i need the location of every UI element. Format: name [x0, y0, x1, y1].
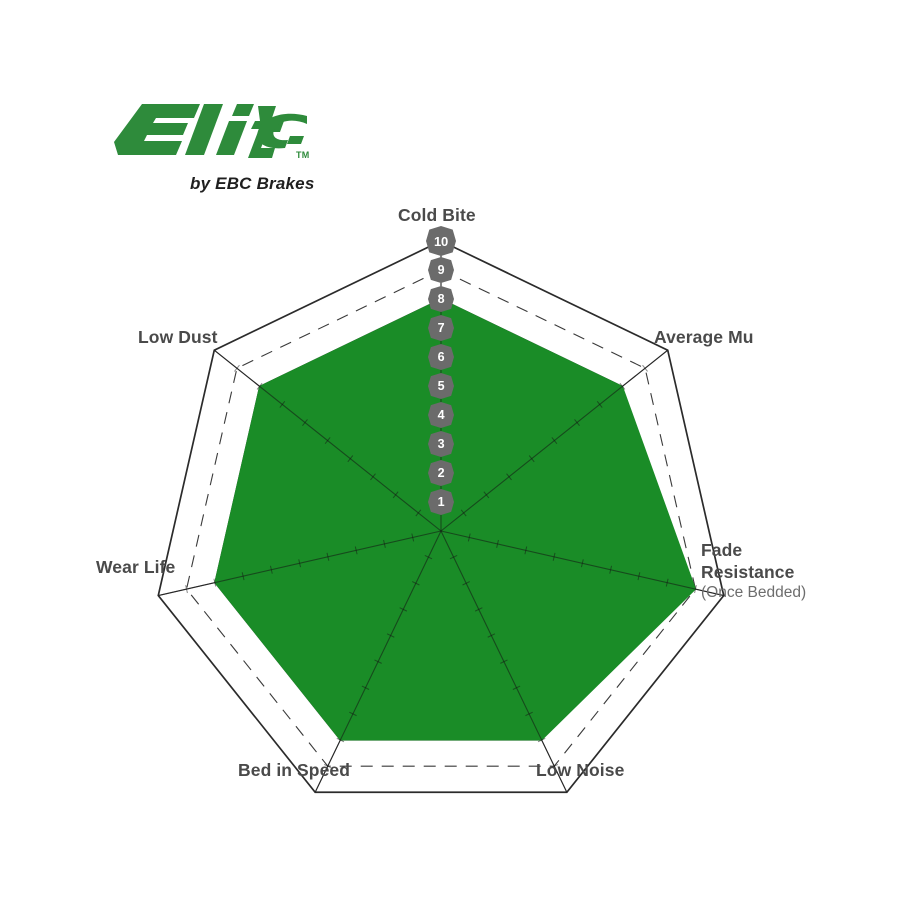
axis-tick [637, 572, 641, 581]
scale-badge-5: 5 [428, 373, 454, 399]
axis-tick [323, 763, 332, 769]
axis-tick [412, 581, 420, 586]
axis-label-low-dust-text: Low Dust [138, 327, 218, 347]
scale-badge-6: 6 [428, 344, 454, 370]
scale-badge-1: 1 [428, 489, 454, 515]
scale-badge-8: 8 [428, 286, 454, 312]
axis-tick [399, 607, 408, 612]
axis-tick [349, 711, 357, 717]
elite-wordmark-icon [114, 104, 307, 158]
axis-tick [449, 554, 458, 560]
axis-label-average-mu: Average Mu [654, 327, 754, 349]
axis-tick [506, 473, 512, 481]
axis-tick [326, 552, 330, 561]
axis-tick [619, 382, 626, 390]
scale-badge-3: 3 [428, 431, 454, 457]
scale-badge-2: 2 [428, 460, 454, 486]
axis-tick [552, 552, 556, 561]
axis-tick [336, 737, 345, 743]
axis-tick [524, 546, 528, 555]
axis-tick [467, 533, 471, 542]
axis-label-bed-in-speed: Bed in Speed [238, 760, 350, 782]
grid-ring-10 [157, 240, 725, 794]
scale-badge-9: 9 [428, 257, 454, 283]
axis-tick [370, 473, 376, 481]
axis-tick [411, 533, 415, 542]
axis-tick [596, 400, 603, 408]
axis-tick [580, 559, 584, 568]
axis-tick [213, 578, 217, 587]
axis-tick [298, 559, 302, 568]
axis-label-fade-line2: Resistance [701, 561, 795, 582]
axis-tick [574, 419, 580, 426]
axis-tick [483, 491, 490, 499]
scale-badge-4: 4 [428, 402, 454, 428]
axis-tick [462, 581, 470, 586]
axis-tick [500, 659, 508, 664]
axis-tick [525, 711, 533, 717]
axis-label-wear-life-text: Wear Life [96, 557, 176, 577]
axis-label-cold-bite: Cold Bite [398, 205, 476, 227]
axis-tick [551, 437, 558, 445]
axis-label-fade-resistance: Fade Resistance (Once Bedded) [701, 540, 806, 603]
axis-tick [512, 685, 521, 690]
axis-tick [665, 578, 669, 587]
axis-tick [185, 585, 188, 594]
axis-tick [415, 509, 422, 517]
axis-tick [354, 546, 358, 555]
axis-label-low-noise-text: Low Noise [536, 760, 625, 780]
axis-tick [386, 633, 395, 638]
axis-tick [347, 455, 354, 463]
scale-badge-7: 7 [428, 315, 454, 341]
elite-brand-logo: TM by EBC Brakes [108, 96, 338, 206]
axis-tick [383, 539, 386, 548]
axis-label-fade-line1: Fade [701, 540, 743, 560]
axis-tick [487, 633, 496, 638]
axis-tick [550, 763, 559, 769]
axis-tick [496, 539, 499, 548]
axis-label-low-dust: Low Dust [138, 327, 218, 349]
axis-tick [241, 572, 245, 581]
axis-label-bed-in-speed-text: Bed in Speed [238, 760, 351, 780]
axis-tick [609, 565, 613, 574]
axis-label-average-mu-text: Average Mu [654, 327, 754, 347]
axis-tick [324, 437, 331, 445]
axis-tick [537, 737, 546, 743]
axis-tick [460, 509, 467, 517]
axis-label-wear-life: Wear Life [96, 557, 175, 579]
axis-tick [302, 419, 308, 426]
axis-tick [474, 607, 483, 612]
axis-label-low-noise: Low Noise [536, 760, 624, 782]
axis-label-cold-bite-text: Cold Bite [398, 205, 476, 225]
axis-tick [269, 565, 273, 574]
axis-tick [642, 364, 648, 372]
axis-tick [256, 382, 263, 390]
trademark-symbol: TM [296, 150, 310, 160]
axis-tick [424, 554, 433, 560]
axis-tick [392, 491, 399, 499]
brand-tagline: by EBC Brakes [190, 174, 315, 193]
axis-label-fade-sublabel: (Once Bedded) [701, 584, 807, 602]
scale-badge-10: 10 [426, 226, 456, 256]
axis-tick [374, 659, 382, 664]
axis-tick [694, 585, 697, 594]
axis-tick [361, 685, 370, 690]
axis-tick [528, 455, 535, 463]
axis-tick [234, 364, 240, 372]
axis-tick [279, 400, 286, 408]
